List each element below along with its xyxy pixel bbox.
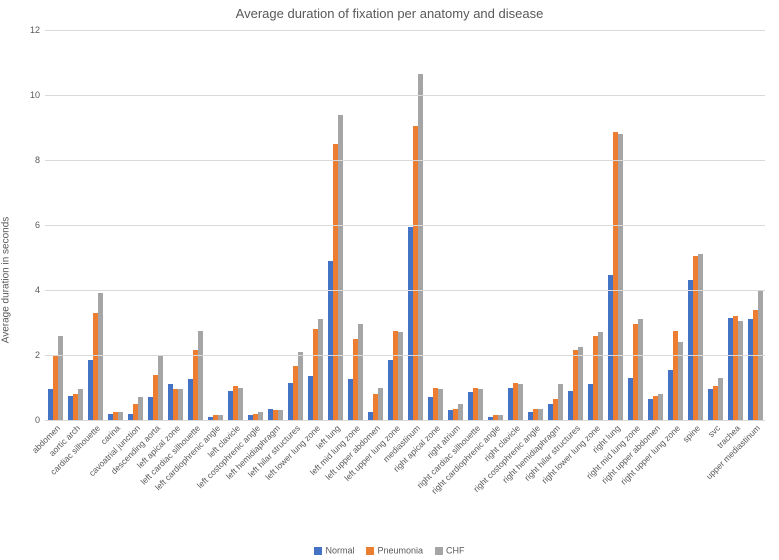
gridline — [45, 225, 765, 226]
bar — [638, 319, 643, 420]
y-tick-label: 12 — [30, 25, 40, 35]
bar — [718, 378, 723, 420]
bar — [278, 410, 283, 420]
gridline — [45, 30, 765, 31]
gridline — [45, 290, 765, 291]
bar — [258, 412, 263, 420]
legend-swatch — [435, 547, 443, 555]
y-tick-label: 6 — [35, 220, 40, 230]
bar — [118, 412, 123, 420]
legend-swatch — [314, 547, 322, 555]
y-tick-label: 2 — [35, 350, 40, 360]
legend-item: Pneumonia — [366, 545, 423, 556]
gridline — [45, 95, 765, 96]
bar — [298, 352, 303, 420]
legend-swatch — [366, 547, 374, 555]
legend-label: Pneumonia — [377, 546, 423, 556]
y-tick-label: 0 — [35, 415, 40, 425]
bar — [518, 384, 523, 420]
bar — [238, 388, 243, 421]
bar — [578, 347, 583, 420]
bar — [618, 134, 623, 420]
y-tick-label: 10 — [30, 90, 40, 100]
bar — [178, 389, 183, 420]
legend: Normal Pneumonia CHF — [0, 545, 779, 556]
gridline — [45, 160, 765, 161]
y-tick-label: 4 — [35, 285, 40, 295]
bar — [378, 388, 383, 421]
bar — [138, 397, 143, 420]
chart-title: Average duration of fixation per anatomy… — [0, 6, 779, 21]
bar — [558, 384, 563, 420]
legend-label: CHF — [446, 546, 465, 556]
bar — [678, 342, 683, 420]
bar — [598, 332, 603, 420]
bar — [58, 336, 63, 421]
bar — [478, 389, 483, 420]
bar — [438, 389, 443, 420]
y-tick-label: 8 — [35, 155, 40, 165]
bar — [78, 389, 83, 420]
bar — [458, 404, 463, 420]
bar — [358, 324, 363, 420]
bar — [538, 409, 543, 420]
bar — [398, 332, 403, 420]
bar — [198, 331, 203, 420]
plot-area: 024681012abdomenaortic archcardiac silho… — [45, 30, 765, 421]
legend-item: Normal — [314, 545, 354, 556]
x-tick-label: spine — [681, 423, 702, 444]
bar — [158, 355, 163, 420]
bar — [98, 293, 103, 420]
legend-label: Normal — [325, 546, 354, 556]
gridline — [45, 420, 765, 421]
bar — [418, 74, 423, 420]
gridline — [45, 355, 765, 356]
bar — [738, 321, 743, 420]
bar — [318, 319, 323, 420]
bar — [698, 254, 703, 420]
legend-item: CHF — [435, 545, 465, 556]
bar — [658, 394, 663, 420]
chart-container: Average duration of fixation per anatomy… — [0, 0, 779, 560]
y-axis-label: Average duration in seconds — [1, 217, 12, 344]
